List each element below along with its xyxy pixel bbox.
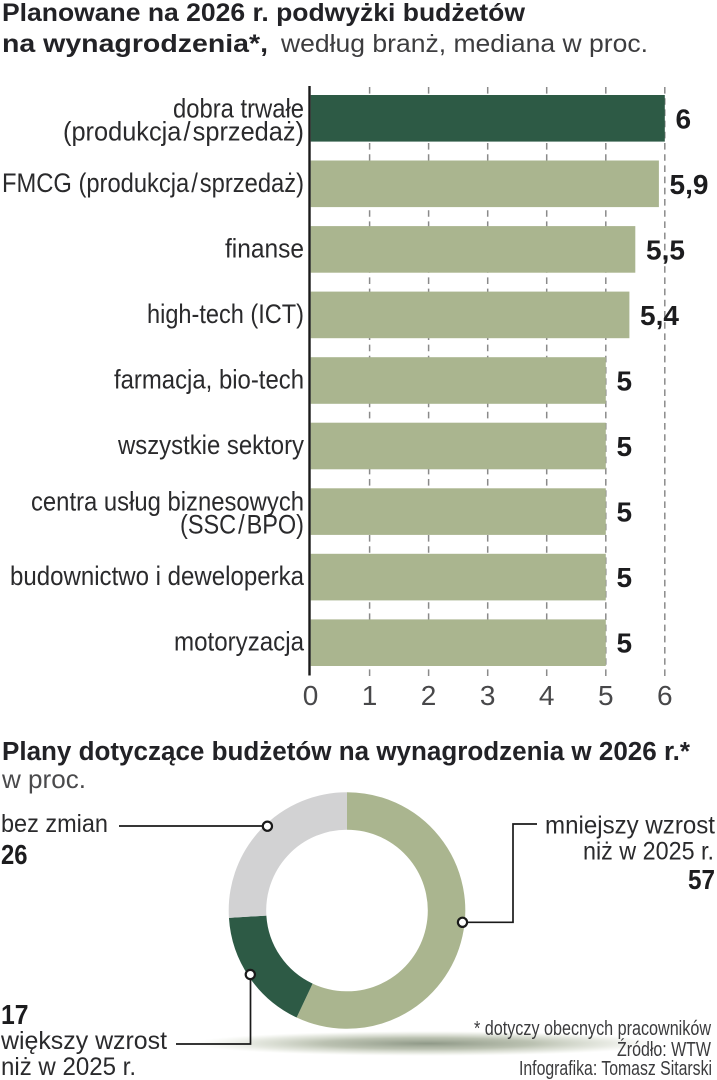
- svg-text:Infografika: Tomasz Sitarski: Infografika: Tomasz Sitarski: [519, 1058, 712, 1080]
- svg-text:* dotyczy obecnych pracowników: * dotyczy obecnych pracowników: [474, 1018, 711, 1040]
- svg-text:dobra trwałe: dobra trwałe: [173, 93, 304, 123]
- svg-text:motoryzacja: motoryzacja: [174, 627, 305, 657]
- svg-text:według branż, mediana w proc.: według branż, mediana w proc.: [280, 30, 648, 58]
- svg-text:1: 1: [362, 680, 378, 711]
- svg-text:większy wzrost: większy wzrost: [0, 1027, 167, 1055]
- svg-text:2: 2: [421, 680, 437, 711]
- svg-text:bez zmian: bez zmian: [1, 810, 108, 838]
- svg-text:wszystkie sektory: wszystkie sektory: [117, 430, 304, 460]
- svg-text:w proc.: w proc.: [1, 764, 86, 794]
- svg-text:0: 0: [303, 680, 319, 711]
- svg-text:niż w 2025 r.: niż w 2025 r.: [583, 838, 714, 866]
- svg-text:(SSC / BPO): (SSC / BPO): [180, 510, 304, 540]
- svg-text:4: 4: [539, 680, 555, 711]
- svg-text:(produkcja / sprzedaż): (produkcja / sprzedaż): [63, 116, 304, 146]
- svg-text:17: 17: [1, 999, 29, 1030]
- svg-text:niż w 2025 r.: niż w 2025 r.: [1, 1053, 136, 1080]
- svg-text:3: 3: [480, 680, 496, 711]
- svg-text:26: 26: [1, 839, 28, 870]
- svg-text:Planowane na 2026 r. podwyżki: Planowane na 2026 r. podwyżki budżetów: [2, 0, 526, 27]
- svg-text:farmacja, bio-tech: farmacja, bio-tech: [114, 365, 304, 395]
- svg-text:5: 5: [617, 628, 633, 659]
- svg-text:na wynagrodzenia*,: na wynagrodzenia*,: [2, 30, 268, 58]
- svg-text:Plany dotyczące budżetów na wy: Plany dotyczące budżetów na wynagrodzeni…: [2, 738, 690, 766]
- svg-text:5: 5: [598, 680, 614, 711]
- svg-text:5: 5: [617, 497, 633, 528]
- svg-text:6: 6: [676, 104, 692, 135]
- svg-text:5,9: 5,9: [670, 169, 709, 200]
- svg-text:finanse: finanse: [225, 233, 304, 263]
- svg-text:57: 57: [688, 864, 715, 895]
- svg-text:6: 6: [657, 680, 673, 711]
- svg-text:centra usług biznesowych: centra usług biznesowych: [31, 487, 304, 517]
- svg-text:high-tech (ICT): high-tech (ICT): [147, 299, 304, 329]
- svg-text:5,4: 5,4: [640, 300, 679, 331]
- svg-text:5: 5: [617, 431, 633, 462]
- svg-text:5: 5: [617, 366, 633, 397]
- svg-text:FMCG (produkcja / sprzedaż): FMCG (produkcja / sprzedaż): [2, 168, 304, 198]
- svg-text:Źródło: WTW: Źródło: WTW: [617, 1038, 711, 1061]
- svg-text:mniejszy wzrost: mniejszy wzrost: [545, 812, 715, 840]
- svg-text:5,5: 5,5: [646, 235, 685, 266]
- svg-text:budownictwo i deweloperka: budownictwo i deweloperka: [10, 561, 305, 591]
- svg-text:5: 5: [617, 562, 633, 593]
